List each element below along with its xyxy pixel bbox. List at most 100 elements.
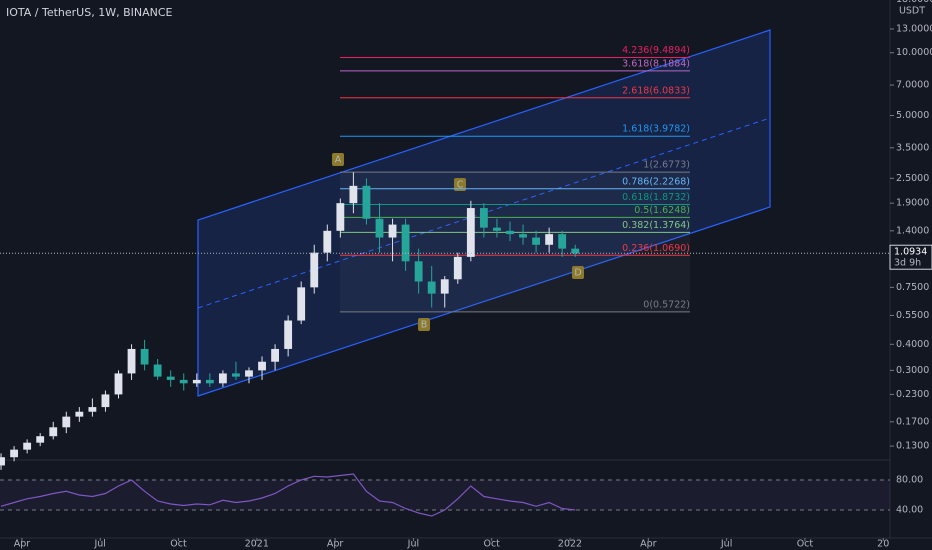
- candle-body: [62, 416, 71, 428]
- fib-label: 0.618(1.8732): [622, 192, 690, 203]
- rsi-tick-label: 40.00: [896, 505, 923, 516]
- candle-body: [23, 442, 32, 450]
- fib-zone: [340, 172, 690, 312]
- x-tick-label: Apr: [640, 539, 657, 550]
- x-tick-label: 2021: [245, 539, 269, 550]
- candle-body: [140, 348, 149, 365]
- y-tick-label: 0.7500: [896, 282, 929, 293]
- x-tick-label: Apr: [327, 539, 344, 550]
- point-label: B: [421, 320, 428, 331]
- fib-label: 1.618(3.9782): [622, 124, 690, 135]
- candle-body: [310, 252, 319, 288]
- candle-body: [179, 379, 188, 384]
- y-tick-label: 7.0000: [896, 80, 929, 91]
- x-tick-label: 20: [877, 539, 889, 550]
- x-tick-label: Jul: [407, 539, 419, 550]
- fib-label: 1(2.6773): [643, 160, 690, 171]
- candle-body: [75, 411, 84, 417]
- last-price-label: 1.0934: [894, 247, 927, 258]
- y-tick-label: 0.1700: [896, 416, 929, 427]
- point-box: [418, 318, 430, 331]
- wave-points: A B C D: [332, 153, 584, 331]
- candle-body: [362, 185, 371, 219]
- candle-body: [10, 449, 19, 458]
- x-tick-label: Apr: [14, 539, 31, 550]
- candle-body: [88, 407, 97, 412]
- candle-body: [245, 370, 253, 377]
- y-tick-label: 0.3000: [896, 365, 929, 376]
- candle-body: [49, 427, 58, 437]
- x-tick-label: Jul: [720, 539, 732, 550]
- candle-body: [232, 373, 240, 377]
- y-tick-label: 1.9000: [896, 198, 929, 209]
- candle-body: [375, 218, 384, 238]
- candle-body: [153, 364, 162, 377]
- candle-body: [532, 237, 541, 245]
- y-tick-label: 2.5000: [896, 173, 929, 184]
- fib-label: 3.618(8.1884): [622, 58, 690, 69]
- y-tick-label: 0.5500: [896, 310, 929, 321]
- candle-body: [36, 436, 45, 443]
- candle-body: [205, 379, 214, 384]
- y-tick-label: 10.0000: [896, 47, 932, 58]
- rsi-tick-label: 80.00: [896, 475, 923, 486]
- chart-title: IOTA / TetherUS, 1W, BINANCE: [6, 6, 173, 19]
- candle-body: [571, 248, 580, 254]
- candle-body: [284, 320, 293, 349]
- candle-body: [414, 261, 423, 282]
- candle-body: [440, 279, 449, 294]
- candle-body: [349, 185, 358, 204]
- candle-body: [258, 361, 266, 371]
- candle-body: [466, 208, 475, 257]
- x-tick-label: 2022: [558, 539, 582, 550]
- y-tick-label: 0.2300: [896, 389, 929, 400]
- point-box: [454, 178, 466, 191]
- point-label: D: [574, 268, 581, 279]
- point-label: A: [335, 155, 342, 166]
- fib-label: 4.236(9.4894): [622, 45, 690, 56]
- y-tick-label: 1.4000: [896, 225, 929, 236]
- candle-body: [114, 373, 123, 395]
- candle-body: [427, 281, 436, 294]
- countdown-label: 3d 9h: [894, 258, 921, 269]
- candle-body: [127, 348, 136, 374]
- candle-body: [218, 373, 227, 384]
- y-tick-label: 18.0000: [896, 0, 932, 5]
- fib-label: 0.786(2.2268): [622, 176, 690, 187]
- currency: USDT: [899, 6, 925, 17]
- point-label: C: [457, 180, 464, 191]
- rsi-band: [0, 480, 890, 511]
- candle-body: [493, 227, 501, 231]
- x-tick-label: Oct: [483, 539, 500, 550]
- last-price-box: [889, 244, 932, 270]
- candle-body: [401, 224, 410, 262]
- y-tick-label: 13.0000: [896, 23, 932, 34]
- candle-body: [519, 234, 527, 238]
- candle-body: [545, 234, 554, 245]
- y-tick-label: 0.1300: [896, 441, 929, 452]
- candle-body: [271, 348, 280, 362]
- candle-body: [479, 208, 488, 228]
- y-tick-label: 3.5000: [896, 142, 929, 153]
- candle-body: [388, 224, 397, 238]
- x-tick-label: Oct: [170, 539, 187, 550]
- candle-body: [506, 230, 514, 235]
- x-tick-label: Oct: [797, 539, 814, 550]
- candle-body: [192, 379, 201, 384]
- point-box: [332, 153, 344, 166]
- fib-label: 0.236(1.0690): [622, 243, 690, 254]
- candle-body: [336, 203, 345, 231]
- fib-label: 0.5(1.6248): [634, 205, 690, 216]
- candle-body: [101, 394, 110, 408]
- fib-label: 0.382(1.3764): [622, 220, 690, 231]
- fib-label: 2.618(6.0833): [622, 85, 690, 96]
- candle-body: [0, 457, 5, 466]
- y-tick-label: 0.4000: [896, 339, 929, 350]
- candle-body: [166, 376, 175, 380]
- candle-body: [297, 287, 306, 321]
- candle-body: [323, 230, 332, 253]
- x-tick-label: Jul: [93, 539, 105, 550]
